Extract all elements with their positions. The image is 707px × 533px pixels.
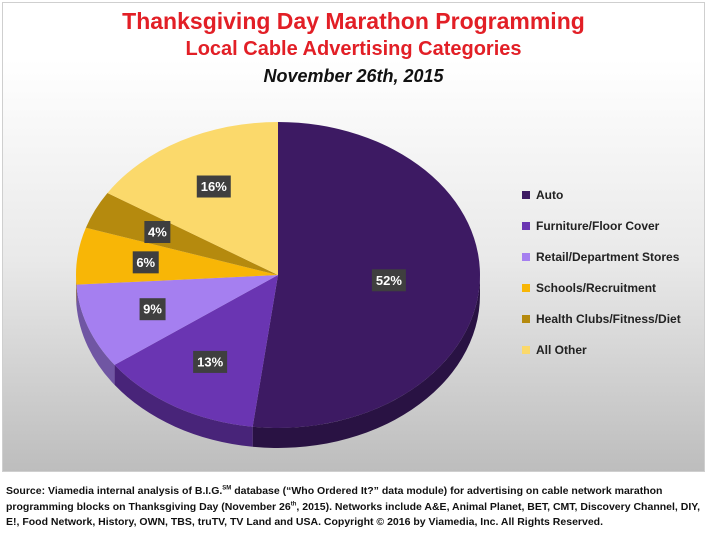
- pie-side-furniture-floor-cover: [114, 364, 253, 447]
- legend-item-schools-recruitment: Schools/Recruitment: [522, 272, 704, 303]
- pie-data-label-text: 13%: [197, 354, 223, 369]
- legend-item-auto: Auto: [522, 179, 704, 210]
- legend-label: Retail/Department Stores: [536, 249, 680, 264]
- source-th-mark: th: [290, 501, 297, 507]
- pie-side-retail-department-stores: [76, 284, 115, 385]
- pie-data-label-text: 16%: [201, 179, 227, 194]
- pie-slice-furniture-floor-cover: [114, 275, 278, 427]
- pie-slice-health-clubs-fitness-diet: [85, 193, 278, 275]
- pie-data-label-health-clubs-fitness-diet: 4%: [144, 221, 171, 244]
- pie-data-label-box: [139, 298, 166, 321]
- legend-label: All Other: [536, 342, 587, 357]
- pie-data-label-box: [196, 175, 231, 198]
- source-text-2: database (“Who Ordered It?” data module)…: [6, 485, 663, 513]
- pie-data-label-all-other: 16%: [196, 175, 231, 198]
- pie-data-label-box: [371, 269, 406, 292]
- pie-slices-group: [76, 122, 481, 428]
- legend-item-all-other: All Other: [522, 334, 704, 365]
- pie-chart: 52% 13% 9% 6% 4% 16%: [76, 122, 481, 448]
- legend-item-retail-department-stores: Retail/Department Stores: [522, 241, 704, 272]
- pie-data-label-text: 52%: [376, 273, 402, 288]
- pie-data-label-text: 6%: [136, 255, 155, 270]
- legend-swatch: [522, 252, 530, 261]
- pie-data-label-text: 4%: [148, 225, 167, 240]
- source-text-1: Source: Viamedia internal analysis of B.…: [6, 485, 223, 497]
- pie-data-label-auto: 52%: [371, 269, 406, 292]
- pie-data-label-box: [193, 350, 228, 373]
- pie-data-label-furniture-floor-cover: 13%: [193, 350, 228, 373]
- source-note: Source: Viamedia internal analysis of B.…: [6, 484, 704, 531]
- pie-slice-all-other: [107, 122, 278, 275]
- legend-item-furniture-floor-cover: Furniture/Floor Cover: [522, 210, 704, 241]
- pie-data-label-text: 9%: [143, 302, 162, 317]
- legend-label: Furniture/Floor Cover: [536, 218, 660, 233]
- pie-data-label-box: [144, 221, 171, 244]
- legend-swatch: [522, 283, 530, 292]
- chart-legend: Auto Furniture/Floor Cover Retail/Departme…: [522, 179, 704, 365]
- chart-title-block: Thanksgiving Day Marathon Programming Lo…: [0, 6, 707, 89]
- chart-date: November 26th, 2015: [263, 66, 444, 86]
- legend-swatch: [522, 345, 530, 354]
- pie-data-label-schools-recruitment: 6%: [132, 251, 159, 274]
- legend-swatch: [522, 221, 530, 230]
- legend-item-health-clubs-fitness-diet: Health Clubs/Fitness/Diet: [522, 303, 704, 334]
- pie-depth-group: [76, 275, 480, 448]
- pie-slice-auto: [252, 122, 481, 428]
- source-text-3: , 2015). Networks include A&E, Animal Pl…: [6, 500, 700, 529]
- pie-side-auto: [252, 275, 480, 448]
- pie-slice-schools-recruitment: [76, 227, 278, 285]
- legend-label: Auto: [536, 187, 564, 202]
- legend-label: Health Clubs/Fitness/Diet: [536, 311, 681, 326]
- chart-title: Thanksgiving Day Marathon Programming: [122, 8, 585, 34]
- pie-labels-group: 52% 13% 9% 6% 4% 16%: [132, 175, 406, 373]
- legend-label: Schools/Recruitment: [536, 280, 657, 295]
- legend-swatch: [522, 314, 530, 323]
- chart-subtitle: Local Cable Advertising Categories: [185, 38, 522, 60]
- legend-swatch: [522, 190, 530, 199]
- source-sm-mark: SM: [222, 485, 232, 492]
- pie-data-label-retail-department-stores: 9%: [139, 298, 166, 321]
- pie-slice-retail-department-stores: [76, 275, 279, 365]
- pie-data-label-box: [132, 251, 159, 274]
